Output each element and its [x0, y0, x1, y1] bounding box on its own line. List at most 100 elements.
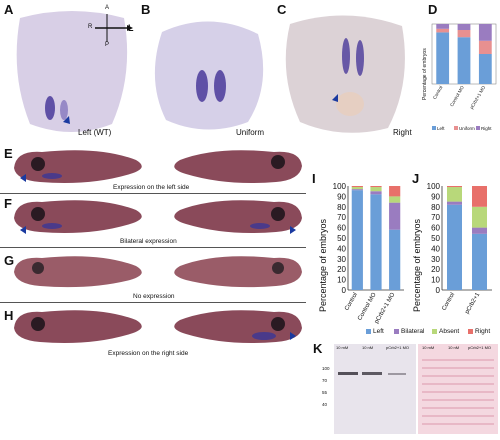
bar-segment-absent: [472, 206, 487, 228]
y-tick-label: 80: [431, 203, 440, 212]
bar-segment-right: [370, 186, 382, 188]
caption-b: Uniform: [236, 128, 265, 137]
bar-segment-left: [478, 54, 492, 84]
y-tick-label: 10: [431, 276, 440, 285]
y-tick-label: 100: [427, 182, 441, 191]
blot-marker: 55: [322, 390, 328, 395]
panel-label-f: F: [4, 196, 12, 211]
legend-right: Right: [468, 328, 490, 335]
bar-segment-right: [389, 186, 401, 197]
legend-swatch: [454, 126, 458, 130]
embryo-photo-b: [140, 4, 276, 138]
caption-f: Bilateral expression: [120, 238, 177, 245]
bar-segment-uniform: [457, 30, 471, 38]
tadpole-photo-h: [10, 304, 306, 350]
y-tick-label: 0: [342, 286, 347, 295]
legend-swatch: [432, 126, 436, 130]
x-category-label: pCrb2+1 MO: [469, 85, 487, 110]
panel-label-d: D: [428, 2, 438, 17]
x-category-label: Control: [432, 85, 444, 100]
x-category-label: pCrb2+1 MO: [374, 292, 397, 325]
tadpole-photo-g: [10, 250, 306, 294]
embryo-photo-c: [276, 4, 416, 138]
bar-segment-bilateral: [472, 227, 487, 234]
bar-segment-left: [436, 32, 450, 84]
panel-label-a: A: [4, 2, 14, 17]
caption-a: Left (WT): [78, 128, 112, 137]
legend-bilateral: Bilateral: [394, 328, 424, 335]
y-tick-label: 60: [337, 224, 346, 233]
y-tick-label: 30: [431, 255, 440, 264]
compass-r: R: [88, 24, 93, 30]
y-tick-label: 90: [337, 192, 346, 201]
blot-marker: 70: [322, 378, 328, 383]
y-tick-label: 40: [431, 244, 440, 253]
bar-segment-right: [351, 186, 363, 188]
compass-l: L: [128, 23, 134, 33]
legend-absent: Absent: [432, 328, 459, 335]
blot-lane-label: pCrb2+1 MO: [468, 345, 492, 350]
caption-h: Expression on the right side: [108, 350, 189, 357]
tadpole-photo-e: [10, 142, 306, 190]
x-category-label: pCrb2+1: [464, 291, 481, 315]
y-tick-label: 90: [431, 192, 440, 201]
bar-segment-left: [370, 194, 382, 290]
panel-label-h: H: [4, 308, 14, 323]
x-category-label: Control: [441, 292, 456, 312]
bar-segment-uniform: [436, 28, 450, 33]
bar-segment-left: [389, 229, 401, 290]
blot-lane-label: 10 nM: [448, 345, 460, 350]
compass-p: P: [105, 42, 110, 48]
bar-segment-right: [436, 24, 450, 29]
row-divider: [0, 193, 306, 194]
bar-segment-bilateral: [370, 191, 382, 195]
y-tick-label: 100: [333, 182, 347, 191]
panel-label-i: I: [312, 171, 316, 186]
y-tick-label: 60: [431, 224, 440, 233]
y-tick-label: 70: [337, 213, 346, 222]
panel-label-g: G: [4, 253, 15, 268]
chart-j: 0 10 20 30 40 50 60 70 80 90 100 Control pCrb2+1: [420, 180, 498, 330]
chart-legend: Left Bilateral Absent Right: [366, 328, 500, 338]
bar-segment-right: [472, 186, 487, 207]
y-tick-label: 10: [337, 276, 346, 285]
x-category-label: Control: [344, 292, 359, 312]
blot-lane-label: pCrb2+1 MO: [386, 345, 410, 350]
bar-segment-right: [478, 24, 492, 41]
panel-label-j: J: [412, 171, 420, 186]
legend-left: Left: [366, 328, 384, 335]
tadpole-photo-f: [10, 194, 306, 240]
y-tick-label: 50: [337, 234, 346, 243]
y-tick-label: 40: [337, 244, 346, 253]
legend-swatch: [476, 126, 480, 130]
y-tick-label: 30: [337, 255, 346, 264]
row-divider: [0, 247, 306, 248]
legend-label: Left: [437, 126, 445, 131]
bar-segment-absent: [351, 187, 363, 190]
bar-segment-left: [351, 190, 363, 290]
bar-segment-right: [457, 24, 471, 30]
caption-g: No expression: [133, 293, 175, 300]
blot-marker: 40: [322, 402, 328, 407]
western-blot: 10 mM 10 nM pCrb2+1 MO 10 mM 10 nM pCrb2…: [334, 344, 498, 434]
legend-label: Uniform: [459, 126, 475, 131]
caption-e: Expression on the left side: [113, 184, 190, 191]
bar-segment-left: [447, 204, 462, 290]
y-tick-label: 20: [337, 265, 346, 274]
panel-label-c: C: [277, 2, 287, 17]
y-tick-label: 70: [431, 213, 440, 222]
axis-compass: [87, 6, 137, 50]
bar-segment-absent: [389, 196, 401, 203]
compass-a: A: [105, 5, 110, 11]
chart-d: Control Control MO pCrb2+1 MO Left Uniform Ri…: [420, 22, 498, 140]
caption-c: Right: [393, 128, 412, 137]
bar-segment-left: [457, 37, 471, 84]
y-tick-label: 0: [436, 286, 441, 295]
bar-segment-left: [472, 233, 487, 290]
row-divider: [0, 302, 306, 303]
bar-segment-absent: [447, 187, 462, 202]
bar-segment-bilateral: [351, 189, 363, 191]
x-category-label: Control MO: [449, 85, 465, 108]
y-tick-label: 50: [431, 234, 440, 243]
blot-lane-label: 10 mM: [422, 345, 435, 350]
